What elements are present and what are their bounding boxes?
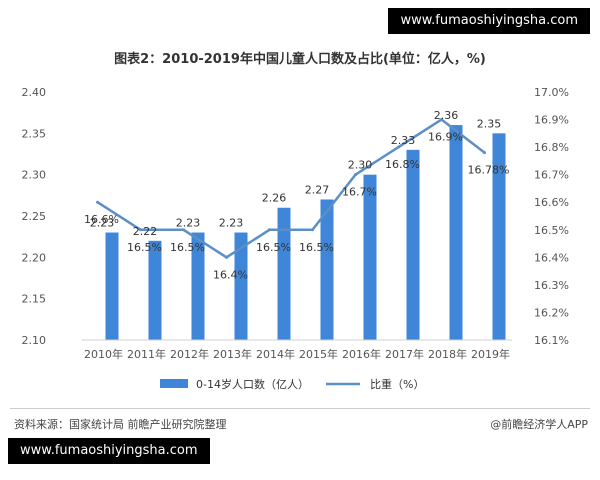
y-right-tick-label: 16.8%	[534, 141, 569, 154]
line-point	[96, 200, 99, 204]
bar-data-label: 2.23	[90, 217, 115, 230]
line-data-label: 16.5%	[127, 241, 162, 254]
line-point	[225, 255, 228, 259]
bar	[191, 232, 205, 340]
x-tick-label: 2014年	[256, 347, 295, 361]
line-data-label: 16.78%	[468, 164, 510, 177]
y-left-tick-label: 2.35	[22, 127, 47, 140]
y-right-tick-label: 16.7%	[534, 169, 569, 182]
x-tick-label: 2012年	[170, 347, 209, 361]
line-data-label: 16.4%	[213, 268, 248, 281]
bar-data-label: 2.36	[434, 109, 459, 122]
x-tick-label: 2019年	[471, 347, 510, 361]
y-left-tick-label: 2.30	[22, 169, 47, 182]
publisher-credit: @前瞻经济学人APP	[490, 418, 588, 431]
bar	[449, 125, 463, 340]
bar	[492, 133, 506, 340]
y-right-tick-label: 16.6%	[534, 196, 569, 209]
bar	[320, 199, 334, 340]
bar-data-label: 2.26	[262, 192, 287, 205]
line-data-label: 16.5%	[170, 241, 205, 254]
watermark-banner-top[interactable]: www.fumaoshiyingsha.com	[388, 8, 590, 34]
x-tick-label: 2017年	[385, 347, 424, 361]
line-point	[139, 228, 142, 232]
bar-data-label: 2.35	[477, 117, 502, 130]
source-note: 资料来源：国家统计局 前瞻产业研究院整理	[14, 418, 227, 431]
legend-swatch-bar	[160, 379, 188, 388]
x-tick-label: 2015年	[299, 347, 338, 361]
line-data-label: 16.6%	[84, 213, 119, 226]
x-tick-label: 2016年	[342, 347, 381, 361]
bar-data-label: 2.30	[348, 159, 373, 172]
line-point	[182, 228, 185, 232]
line-data-labels: 16.6% 16.5% 16.5% 16.4% 16.5% 16.5% 16.7% 16.8%…	[84, 131, 509, 282]
line-point	[397, 145, 400, 149]
legend: 0-14岁人口数（亿人） 比重（%）	[160, 377, 424, 391]
line-series	[96, 118, 486, 259]
legend-label-line: 比重（%）	[370, 377, 424, 391]
bar-series	[105, 125, 506, 340]
bar-data-label: 2.33	[391, 134, 416, 147]
y-left-tick-label: 2.10	[22, 334, 47, 347]
line-data-label: 16.7%	[342, 186, 377, 199]
y-right-tick-label: 17.0%	[534, 86, 569, 99]
bar-data-label: 2.22	[133, 225, 158, 238]
watermark-banner-bottom[interactable]: www.fumaoshiyingsha.com	[8, 438, 210, 464]
y-right-tick-label: 16.1%	[534, 334, 569, 347]
line-data-label: 16.9%	[428, 131, 463, 144]
line-path	[96, 118, 486, 259]
legend-label-bar: 0-14岁人口数（亿人）	[196, 377, 309, 391]
y-right-tick-label: 16.3%	[534, 279, 569, 292]
bar	[277, 207, 291, 340]
line-data-label: 16.5%	[256, 241, 291, 254]
bar	[234, 232, 248, 340]
y-right-tick-label: 16.9%	[534, 114, 569, 127]
bar-data-label: 2.23	[176, 217, 201, 230]
line-data-label: 16.5%	[299, 241, 334, 254]
y-right-tick-label: 16.4%	[534, 251, 569, 264]
x-tick-label: 2018年	[428, 347, 467, 361]
y-left-tick-label: 2.20	[22, 251, 47, 264]
bar	[406, 149, 420, 340]
right-y-axis: 16.1% 16.2% 16.3% 16.4% 16.5% 16.6% 16.7% 16.8%…	[534, 86, 569, 347]
x-tick-label: 2013年	[213, 347, 252, 361]
line-point	[483, 151, 486, 155]
y-left-tick-label: 2.40	[22, 86, 47, 99]
bar	[363, 174, 377, 340]
bar-data-label: 2.27	[305, 183, 330, 196]
y-right-tick-label: 16.2%	[534, 306, 569, 319]
bar	[148, 240, 162, 340]
line-point	[311, 228, 314, 232]
x-tick-label: 2011年	[127, 347, 166, 361]
line-point	[268, 228, 271, 232]
chart-title: 图表2：2010-2019年中国儿童人口数及占比(单位：亿人，%)	[114, 52, 486, 67]
y-left-tick-label: 2.15	[22, 293, 47, 306]
line-point	[440, 118, 443, 122]
left-y-axis: 2.10 2.15 2.20 2.25 2.30 2.35 2.40	[22, 86, 47, 347]
bar	[105, 232, 119, 340]
footer-divider	[10, 408, 590, 409]
bar-data-label: 2.23	[219, 217, 244, 230]
line-data-label: 16.8%	[385, 158, 420, 171]
line-point	[354, 173, 357, 177]
y-left-tick-label: 2.25	[22, 210, 47, 223]
x-tick-label: 2010年	[84, 347, 123, 361]
y-right-tick-label: 16.5%	[534, 224, 569, 237]
bar-data-labels: 2.23 2.22 2.23 2.23 2.26 2.27 2.30 2.33 2.36 2.35	[90, 109, 502, 238]
x-axis: 2010年 2011年 2012年 2013年 2014年 2015年 2016年 2017年…	[82, 339, 512, 361]
